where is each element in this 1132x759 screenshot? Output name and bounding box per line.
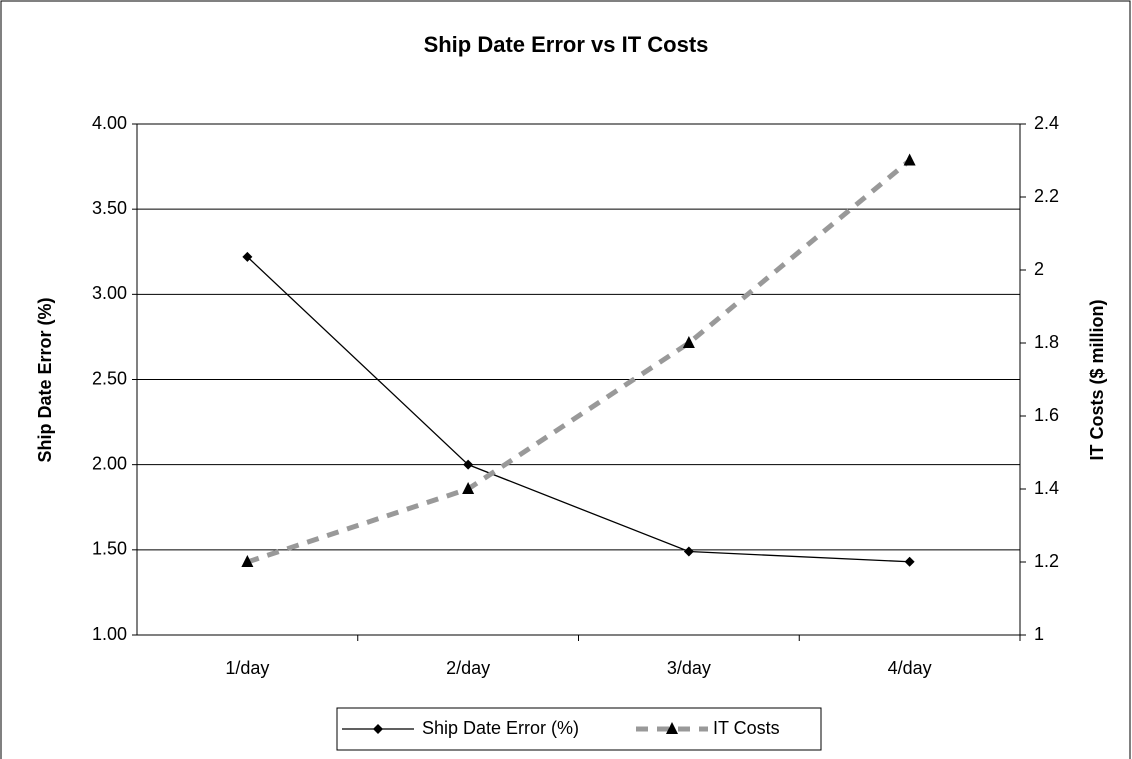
y-tick-label: 3.00: [92, 283, 127, 303]
y2-axis-title: IT Costs ($ million): [1087, 299, 1107, 460]
y2-tick-label: 1.2: [1034, 551, 1059, 571]
data-point: [463, 459, 474, 470]
y2-tick-label: 1: [1034, 624, 1044, 644]
data-point: [462, 482, 475, 494]
y-axis-title: Ship Date Error (%): [35, 297, 55, 462]
legend-marker: [666, 722, 678, 734]
x-tick-label: 3/day: [667, 658, 711, 678]
chart-title: Ship Date Error vs IT Costs: [424, 32, 709, 57]
y-tick-label: 1.00: [92, 624, 127, 644]
y-tick-label: 3.50: [92, 198, 127, 218]
legend-label: Ship Date Error (%): [422, 718, 579, 738]
data-point: [242, 251, 253, 262]
y2-tick-label: 1.8: [1034, 332, 1059, 352]
data-point: [241, 555, 254, 567]
y2-tick-label: 1.6: [1034, 405, 1059, 425]
x-tick-label: 2/day: [446, 658, 490, 678]
x-tick-label: 4/day: [888, 658, 932, 678]
y-tick-label: 1.50: [92, 539, 127, 559]
y-tick-label: 4.00: [92, 113, 127, 133]
y2-tick-label: 2.4: [1034, 113, 1059, 133]
y-tick-label: 2.50: [92, 368, 127, 388]
y2-tick-label: 2.2: [1034, 186, 1059, 206]
y2-tick-label: 1.4: [1034, 478, 1059, 498]
data-point: [683, 546, 694, 557]
legend-label: IT Costs: [713, 718, 780, 738]
legend-box: [336, 707, 822, 751]
y2-tick-label: 2: [1034, 259, 1044, 279]
x-tick-label: 1/day: [225, 658, 269, 678]
data-point: [903, 153, 916, 166]
series-line: [246, 256, 910, 563]
legend-marker: [373, 724, 383, 734]
y-tick-label: 2.00: [92, 453, 127, 473]
data-point: [682, 336, 695, 348]
series-line: [246, 158, 912, 565]
data-point: [904, 556, 915, 567]
